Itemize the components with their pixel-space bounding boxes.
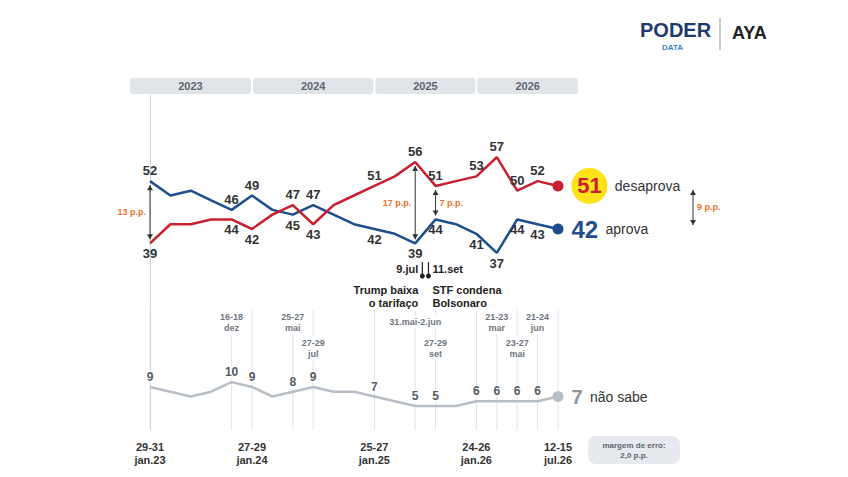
svg-text:47: 47 (306, 187, 320, 202)
svg-text:mai: mai (509, 349, 525, 359)
svg-text:44: 44 (428, 222, 443, 237)
svg-text:2025: 2025 (413, 80, 437, 92)
svg-text:53: 53 (469, 158, 483, 173)
svg-text:12-15: 12-15 (544, 441, 572, 453)
svg-text:47: 47 (286, 187, 300, 202)
svg-text:2024: 2024 (301, 80, 326, 92)
svg-text:jan.24: jan.24 (235, 454, 268, 466)
svg-text:9.jul: 9.jul (396, 263, 418, 275)
svg-text:7 p.p.: 7 p.p. (440, 198, 464, 208)
svg-text:7: 7 (371, 380, 378, 394)
svg-text:42: 42 (367, 232, 381, 247)
svg-text:44: 44 (510, 222, 525, 237)
svg-text:9: 9 (147, 370, 154, 384)
svg-text:aprova: aprova (606, 221, 649, 237)
svg-text:23-27: 23-27 (506, 338, 529, 348)
svg-text:56: 56 (408, 144, 422, 159)
svg-text:9: 9 (310, 370, 317, 384)
svg-text:31.mai-2.jun: 31.mai-2.jun (389, 317, 441, 327)
svg-text:dez: dez (224, 323, 240, 333)
svg-text:49: 49 (245, 178, 259, 193)
svg-text:45: 45 (286, 218, 300, 233)
svg-text:5: 5 (412, 389, 419, 403)
svg-text:2026: 2026 (515, 80, 539, 92)
svg-text:mai: mai (285, 323, 301, 333)
svg-text:43: 43 (530, 227, 544, 242)
svg-text:27-29: 27-29 (302, 338, 325, 348)
svg-text:25-27: 25-27 (360, 441, 388, 453)
svg-text:7: 7 (572, 386, 583, 408)
svg-text:37: 37 (490, 256, 504, 271)
svg-text:27-29: 27-29 (424, 338, 447, 348)
svg-text:o tarifaço: o tarifaço (369, 297, 419, 309)
svg-text:6: 6 (534, 384, 541, 398)
svg-text:16-18: 16-18 (220, 312, 243, 322)
svg-text:46: 46 (224, 192, 238, 207)
svg-text:9: 9 (249, 370, 256, 384)
svg-text:42: 42 (572, 216, 599, 243)
svg-text:PODER: PODER (640, 19, 712, 41)
svg-text:52: 52 (530, 163, 544, 178)
svg-text:6: 6 (493, 384, 500, 398)
svg-text:set: set (429, 349, 442, 359)
svg-text:52: 52 (143, 163, 157, 178)
svg-text:44: 44 (224, 222, 239, 237)
svg-text:50: 50 (510, 173, 524, 188)
svg-text:mar: mar (489, 323, 506, 333)
svg-text:39: 39 (408, 246, 422, 261)
svg-text:2,0 p.p.: 2,0 p.p. (620, 451, 648, 460)
svg-text:25-27: 25-27 (281, 312, 304, 322)
svg-text:desaprova: desaprova (615, 178, 681, 194)
svg-text:jan.23: jan.23 (133, 454, 165, 466)
svg-text:margem de erro:: margem de erro: (602, 441, 665, 450)
svg-text:21-23: 21-23 (485, 312, 508, 322)
svg-text:51: 51 (428, 168, 442, 183)
svg-text:27-29: 27-29 (238, 441, 266, 453)
svg-text:6: 6 (514, 384, 521, 398)
svg-text:11.set: 11.set (432, 263, 463, 275)
svg-text:AYA: AYA (732, 23, 767, 43)
svg-text:jul: jul (307, 349, 319, 359)
svg-text:51: 51 (577, 173, 601, 198)
svg-text:jan.26: jan.26 (460, 454, 492, 466)
svg-text:24-26: 24-26 (462, 441, 490, 453)
svg-text:29-31: 29-31 (136, 441, 164, 453)
svg-text:STF condena: STF condena (432, 284, 502, 296)
svg-text:9 p.p.: 9 p.p. (697, 202, 721, 212)
svg-text:6: 6 (473, 384, 480, 398)
svg-text:jul.26: jul.26 (543, 454, 572, 466)
svg-text:5: 5 (432, 389, 439, 403)
svg-text:jan.25: jan.25 (358, 454, 390, 466)
svg-text:DATA: DATA (662, 43, 683, 52)
svg-text:Bolsonaro: Bolsonaro (432, 297, 487, 309)
svg-text:17 p.p.: 17 p.p. (383, 198, 412, 208)
svg-text:10: 10 (225, 365, 239, 379)
svg-text:43: 43 (306, 227, 320, 242)
svg-text:41: 41 (469, 237, 483, 252)
svg-text:39: 39 (143, 246, 157, 261)
svg-text:Trump baixa: Trump baixa (354, 284, 420, 296)
svg-text:42: 42 (245, 232, 259, 247)
svg-text:51: 51 (367, 168, 381, 183)
svg-text:jun: jun (530, 323, 545, 333)
svg-text:21-24: 21-24 (526, 312, 549, 322)
svg-text:não sabe: não sabe (590, 389, 648, 405)
svg-text:13 p.p.: 13 p.p. (117, 207, 146, 217)
svg-text:8: 8 (289, 375, 296, 389)
svg-text:2023: 2023 (178, 80, 202, 92)
svg-text:57: 57 (490, 139, 504, 154)
